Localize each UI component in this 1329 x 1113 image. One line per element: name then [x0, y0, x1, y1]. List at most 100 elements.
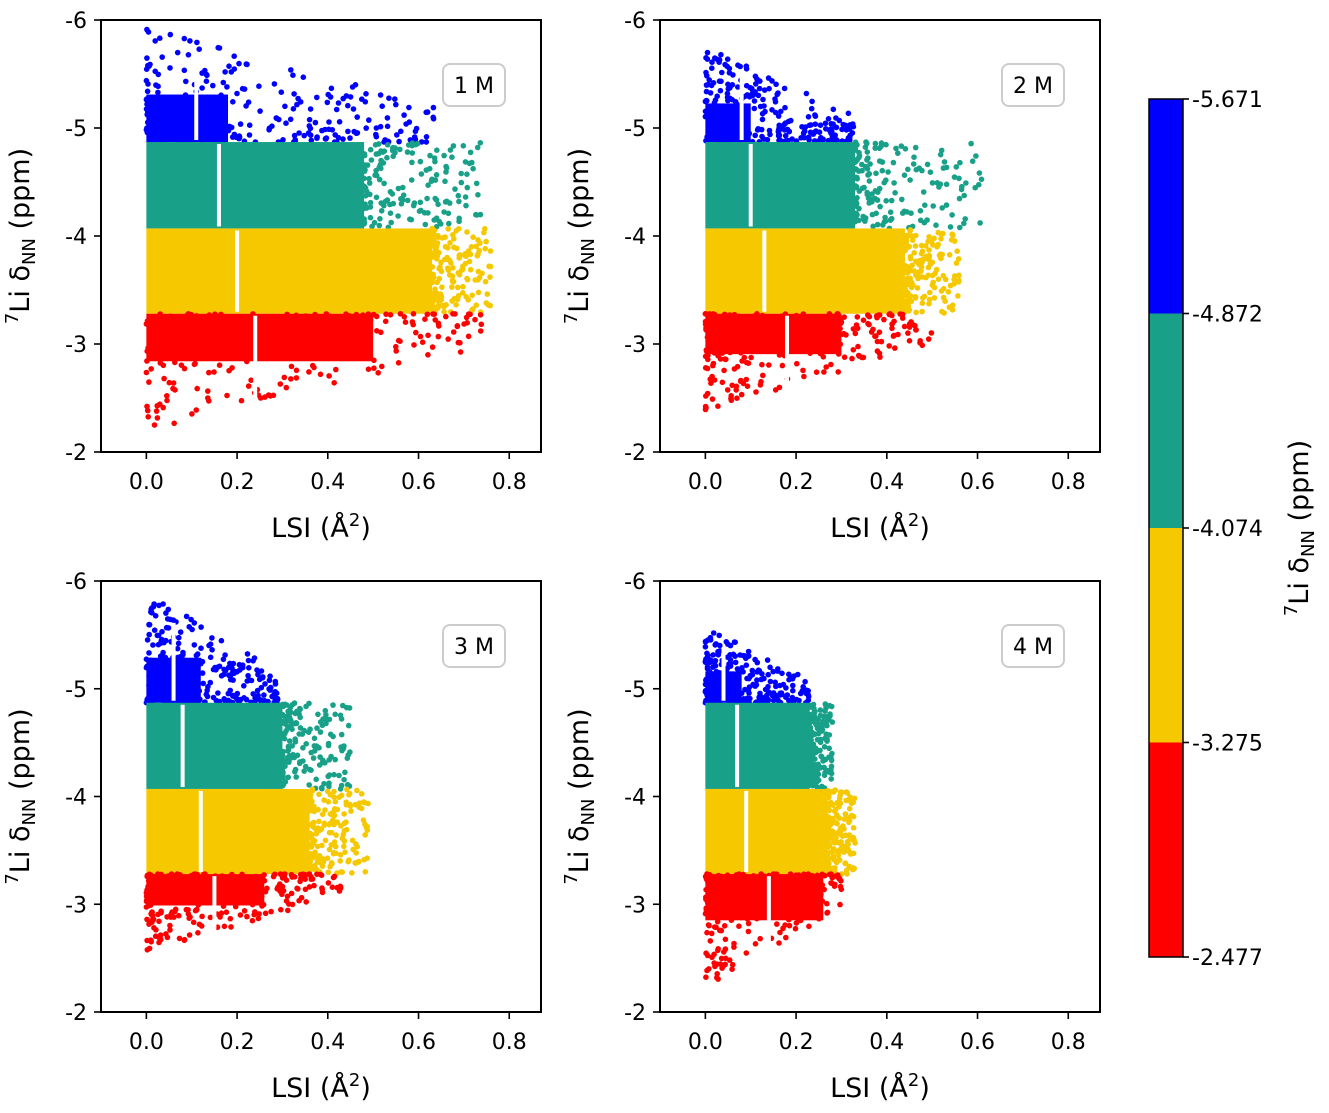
data-point — [161, 375, 167, 382]
data-point — [919, 300, 926, 307]
data-point — [705, 352, 711, 359]
data-point — [423, 139, 430, 145]
data-point — [795, 671, 801, 678]
data-point — [712, 684, 718, 691]
data-point — [759, 133, 765, 140]
data-point — [281, 735, 288, 742]
data-point — [911, 250, 917, 256]
data-point — [261, 872, 267, 878]
data-point — [283, 355, 290, 362]
data-point — [901, 323, 908, 330]
data-point — [275, 314, 282, 321]
data-point — [207, 98, 213, 104]
data-point — [157, 35, 163, 41]
data-point — [869, 191, 875, 197]
data-point — [907, 177, 913, 183]
data-point — [192, 880, 198, 886]
data-point — [839, 331, 845, 338]
data-point — [434, 147, 440, 153]
data-point — [800, 311, 807, 317]
data-point — [443, 165, 450, 171]
data-point — [715, 332, 721, 339]
data-point — [174, 108, 180, 115]
data-point — [775, 340, 782, 347]
data-point — [703, 886, 709, 893]
data-point — [473, 180, 480, 187]
data-point — [848, 812, 855, 819]
data-point — [711, 887, 717, 893]
data-point — [326, 716, 333, 723]
data-point — [245, 99, 252, 105]
data-point — [946, 304, 953, 311]
data-point — [439, 284, 445, 291]
data-point — [332, 756, 339, 763]
data-point — [432, 195, 439, 202]
point-cluster-core — [705, 228, 905, 314]
data-point — [398, 128, 404, 135]
data-point — [429, 226, 436, 233]
data-point — [171, 118, 177, 125]
data-point — [703, 55, 709, 61]
data-point — [331, 788, 337, 795]
data-point — [257, 108, 263, 114]
data-point — [797, 917, 804, 924]
data-point — [193, 900, 199, 906]
data-point — [475, 237, 481, 243]
data-point — [373, 131, 379, 138]
data-point — [725, 686, 732, 692]
data-point — [811, 782, 817, 788]
data-point — [818, 753, 824, 759]
data-point — [172, 387, 178, 393]
data-point — [176, 935, 183, 942]
data-point — [709, 65, 715, 71]
data-point — [220, 903, 227, 909]
data-point — [731, 114, 738, 120]
data-point — [307, 726, 313, 732]
data-point — [711, 377, 718, 383]
data-point — [775, 666, 781, 672]
data-point — [786, 128, 792, 135]
data-point — [152, 933, 159, 939]
data-point — [737, 378, 744, 385]
data-point — [168, 911, 174, 917]
data-point — [931, 295, 938, 301]
data-point — [729, 966, 735, 972]
data-point — [925, 336, 932, 342]
data-point — [285, 774, 292, 781]
data-point — [930, 279, 936, 286]
data-point — [151, 119, 158, 126]
data-point — [956, 272, 962, 279]
data-point — [743, 376, 750, 383]
data-point — [157, 653, 164, 659]
data-point — [220, 79, 227, 86]
data-point — [870, 326, 876, 333]
data-point — [810, 897, 816, 904]
data-point — [260, 674, 266, 680]
data-point — [398, 201, 405, 207]
data-point — [716, 632, 722, 639]
data-point — [279, 718, 286, 725]
data-point — [949, 212, 955, 218]
data-point — [280, 703, 287, 710]
data-point — [156, 662, 163, 668]
data-point — [822, 120, 829, 127]
data-point — [327, 811, 334, 817]
data-point — [152, 133, 159, 139]
x-tick-label: 0.6 — [960, 1030, 995, 1055]
data-point — [171, 420, 177, 427]
data-point — [826, 320, 833, 327]
data-point — [475, 268, 482, 275]
data-point — [703, 325, 709, 331]
data-point — [703, 974, 709, 980]
data-point — [737, 652, 743, 658]
data-point — [802, 879, 809, 886]
data-point — [291, 346, 298, 353]
data-point — [820, 758, 826, 764]
data-point — [881, 316, 887, 323]
data-point — [210, 82, 216, 89]
x-tick-label: 0.6 — [401, 1030, 436, 1055]
data-point — [360, 312, 366, 318]
data-point — [874, 338, 881, 345]
